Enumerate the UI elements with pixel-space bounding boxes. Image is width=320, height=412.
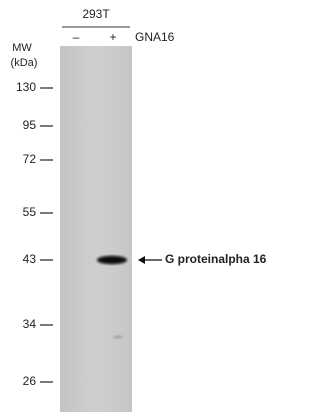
marker-ladder: 130 95 72 55 43 34 26 xyxy=(16,80,53,388)
cell-line: 293T xyxy=(82,7,110,21)
marker-label: 26 xyxy=(23,374,37,388)
lane-label: + xyxy=(109,30,116,44)
band-label: G proteinalpha 16 xyxy=(165,252,267,266)
lane-label: – xyxy=(73,30,80,44)
marker-label: 43 xyxy=(23,252,37,266)
band xyxy=(97,256,127,264)
marker-label: 95 xyxy=(23,118,37,132)
marker-label: 130 xyxy=(16,80,36,94)
mw-label: MW xyxy=(12,42,32,54)
mw-unit: (kDa) xyxy=(11,57,38,69)
gel-lane xyxy=(60,46,132,412)
marker-label: 72 xyxy=(23,152,37,166)
marker-label: 55 xyxy=(23,205,37,219)
blot-figure: 293T – + GNA16 MW (kDa) 130957255433426 … xyxy=(0,0,281,412)
faint-band xyxy=(113,336,123,339)
arrow-head xyxy=(138,256,145,264)
marker-label: 34 xyxy=(23,317,37,331)
protein-label: GNA16 xyxy=(135,30,175,44)
